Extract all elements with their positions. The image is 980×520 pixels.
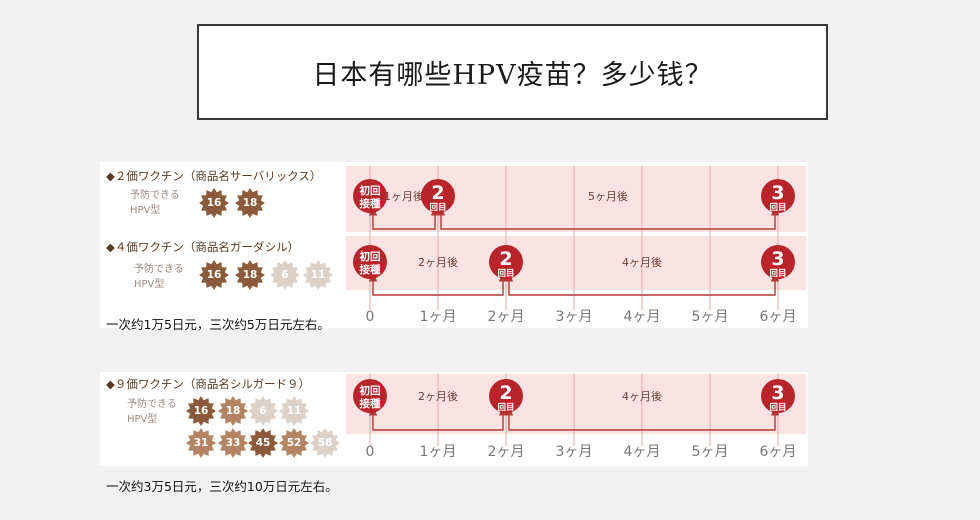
dose-badge-label: 接種 xyxy=(360,197,381,210)
dose-badge-number: 2 xyxy=(499,382,512,404)
axis-tick-label: 0 xyxy=(366,309,375,325)
axis-tick-label: 2ヶ月 xyxy=(488,309,525,325)
axis-tick-label: 2ヶ月 xyxy=(488,444,525,460)
dose-badge-number: 3 xyxy=(771,382,784,404)
axis-tick-label: 5ヶ月 xyxy=(692,444,729,460)
interval-arrow xyxy=(368,405,508,431)
dose-badge-label: 接種 xyxy=(360,397,381,410)
dose-badge-label: 初回 xyxy=(360,250,381,263)
dose-badge-label: 回目 xyxy=(497,269,514,279)
dose-badge-circle xyxy=(353,179,387,213)
interval-label: 1ヶ月後 xyxy=(384,189,424,203)
interval-label: 2ヶ月後 xyxy=(418,255,458,269)
section-title-9v: ◆９価ワクチン（商品名シルガード９） xyxy=(106,377,310,391)
interval-arrow xyxy=(368,271,508,296)
axis-tick-label: 3ヶ月 xyxy=(556,444,593,460)
axis-tick-label: 6ヶ月 xyxy=(760,444,797,460)
price-note-4v: 一次约1万5日元，三次约5万日元左右。 xyxy=(106,317,330,332)
hpv-type-label-4v: 予防できる HPV型 xyxy=(134,264,184,290)
interval-arrow xyxy=(504,405,780,431)
hpv-type-label-9v: 予防できる HPV型 xyxy=(127,399,177,425)
hpv-type-label-2v: 予防できる HPV型 xyxy=(130,190,180,216)
axis-tick-label: 4ヶ月 xyxy=(624,309,661,325)
dose-badge-label: 初回 xyxy=(360,384,381,397)
dose-badge-number: 2 xyxy=(431,182,444,204)
page-title: 日本有哪些HPV疫苗？多少钱？ xyxy=(197,24,828,120)
axis-tick-label: 0 xyxy=(366,444,375,460)
axis-tick-label: 5ヶ月 xyxy=(692,309,729,325)
axis-tick-label: 6ヶ月 xyxy=(760,309,797,325)
dose-badge-circle xyxy=(489,379,523,413)
section-title-4v: ◆４価ワクチン（商品名ガーダシル） xyxy=(106,240,300,254)
interval-label: 5ヶ月後 xyxy=(588,189,628,203)
dose-badge-circle xyxy=(761,379,795,413)
dose-badge-circle xyxy=(353,245,387,279)
schedule-band xyxy=(346,236,806,290)
dose-badge-circle xyxy=(761,245,795,279)
dose-badge-label: 接種 xyxy=(360,263,381,276)
dose-badge-circle xyxy=(421,179,455,213)
axis-tick-label: 1ヶ月 xyxy=(420,309,457,325)
dose-badge-label: 回目 xyxy=(497,403,514,413)
dose-badge-circle xyxy=(353,379,387,413)
axis-tick-label: 3ヶ月 xyxy=(556,309,593,325)
dose-badge-label: 回目 xyxy=(429,203,446,213)
interval-arrow xyxy=(368,205,440,230)
interval-arrow xyxy=(504,271,780,296)
dose-badge-circle xyxy=(489,245,523,279)
dose-badge-label: 回目 xyxy=(769,269,786,279)
axis-tick-label: 1ヶ月 xyxy=(420,444,457,460)
section-title-2v: ◆２価ワクチン（商品名サーバリックス） xyxy=(106,169,322,183)
dose-badge-label: 回目 xyxy=(769,403,786,413)
interval-label: 4ヶ月後 xyxy=(622,389,662,403)
dose-badge-number: 2 xyxy=(499,248,512,270)
schedule-band xyxy=(346,374,806,434)
interval-arrow xyxy=(436,205,780,230)
interval-label: 4ヶ月後 xyxy=(622,255,662,269)
dose-badge-number: 3 xyxy=(771,182,784,204)
dose-badge-label: 回目 xyxy=(769,203,786,213)
dose-badge-circle xyxy=(761,179,795,213)
interval-label: 2ヶ月後 xyxy=(418,389,458,403)
dose-badge-number: 3 xyxy=(771,248,784,270)
price-note-9v: 一次约3万5日元，三次约10万日元左右。 xyxy=(106,479,338,494)
dose-badge-label: 初回 xyxy=(360,184,381,197)
axis-tick-label: 4ヶ月 xyxy=(624,444,661,460)
